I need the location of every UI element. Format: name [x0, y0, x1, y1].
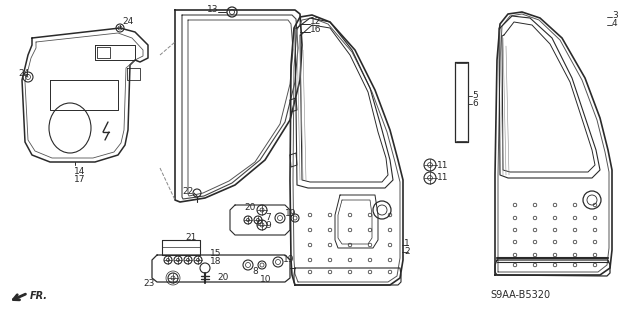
Text: 15: 15 [210, 249, 221, 257]
Text: 2: 2 [404, 248, 410, 256]
Text: 9: 9 [265, 221, 271, 231]
Text: 22: 22 [183, 187, 194, 196]
Text: 11: 11 [437, 174, 449, 182]
Text: 14: 14 [74, 167, 86, 176]
Text: 21: 21 [186, 233, 197, 241]
Text: 1: 1 [404, 240, 410, 249]
Text: 24: 24 [122, 18, 133, 26]
Text: 16: 16 [310, 26, 321, 34]
Text: S9AA-B5320: S9AA-B5320 [490, 290, 550, 300]
Text: 20: 20 [244, 203, 255, 211]
Text: 19: 19 [285, 209, 296, 218]
Text: 13: 13 [207, 5, 218, 14]
Text: 11: 11 [437, 160, 449, 169]
Text: 3: 3 [612, 11, 618, 19]
Text: 10: 10 [260, 276, 271, 285]
Text: FR.: FR. [30, 291, 48, 301]
Text: 5: 5 [472, 91, 477, 100]
Text: 20: 20 [217, 273, 228, 283]
Text: 17: 17 [74, 175, 86, 184]
Text: 7: 7 [265, 213, 271, 222]
Text: 8: 8 [252, 268, 258, 277]
Text: 24: 24 [18, 69, 29, 78]
Text: 12: 12 [310, 18, 321, 26]
Text: 6: 6 [472, 99, 477, 108]
Text: 19: 19 [283, 256, 294, 264]
Text: 23: 23 [143, 278, 155, 287]
Text: 4: 4 [612, 19, 618, 27]
Text: 18: 18 [210, 256, 221, 265]
